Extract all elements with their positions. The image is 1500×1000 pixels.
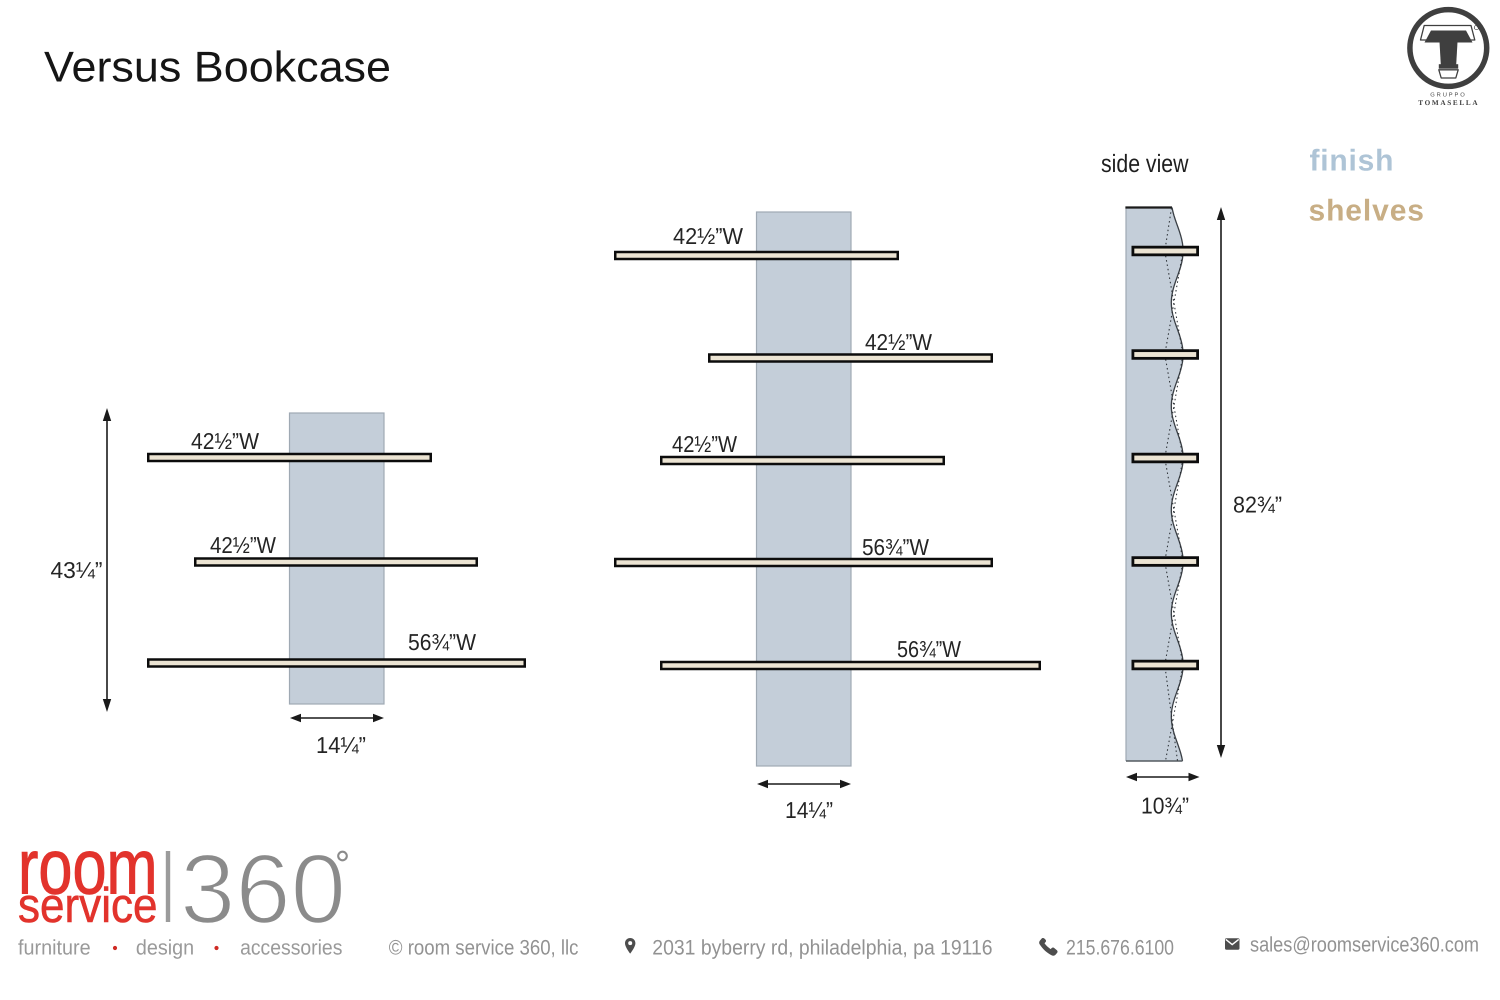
svg-text:accessories: accessories bbox=[240, 937, 342, 960]
svg-text:© room service 360, llc: © room service 360, llc bbox=[389, 937, 579, 960]
svg-text:82¾”: 82¾” bbox=[1233, 492, 1282, 518]
svg-text:TOMASELLA: TOMASELLA bbox=[1418, 99, 1479, 107]
svg-text:GRUPPO: GRUPPO bbox=[1430, 92, 1467, 99]
svg-text:2031 byberry rd, philadelphia,: 2031 byberry rd, philadelphia, pa 19116 bbox=[652, 937, 992, 960]
svg-text:14¼”: 14¼” bbox=[316, 732, 366, 758]
svg-text:56¾”W: 56¾”W bbox=[897, 636, 961, 662]
svg-text:Versus Bookcase: Versus Bookcase bbox=[44, 44, 391, 92]
svg-text:215.676.6100: 215.676.6100 bbox=[1066, 937, 1174, 960]
svg-text:side view: side view bbox=[1101, 150, 1189, 178]
svg-text:10¾”: 10¾” bbox=[1141, 793, 1189, 819]
svg-text:design: design bbox=[136, 937, 194, 960]
svg-text:room: room bbox=[18, 823, 158, 911]
svg-text:furniture: furniture bbox=[18, 937, 91, 960]
svg-text:56¾”W: 56¾”W bbox=[408, 629, 476, 655]
svg-text:shelves: shelves bbox=[1309, 195, 1425, 228]
svg-text:42½”W: 42½”W bbox=[673, 223, 743, 249]
svg-text:42½”W: 42½”W bbox=[672, 431, 737, 457]
svg-text:service: service bbox=[18, 879, 158, 933]
svg-text:43¼”: 43¼” bbox=[51, 557, 103, 583]
svg-text:finish: finish bbox=[1310, 145, 1395, 178]
svg-text:360: 360 bbox=[180, 833, 346, 944]
svg-text:56¾”W: 56¾”W bbox=[862, 534, 929, 560]
svg-text:42½”W: 42½”W bbox=[210, 532, 276, 558]
svg-text:sales@roomservice360.com: sales@roomservice360.com bbox=[1250, 934, 1479, 957]
svg-text:360: 360 bbox=[180, 833, 346, 944]
svg-text:42½”W: 42½”W bbox=[191, 428, 259, 454]
svg-text:42½”W: 42½”W bbox=[865, 329, 932, 355]
svg-text:14¼”: 14¼” bbox=[785, 797, 833, 823]
